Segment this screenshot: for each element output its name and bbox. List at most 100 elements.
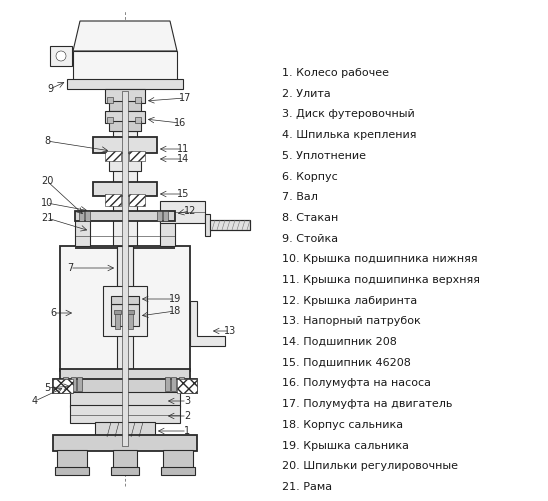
Text: 18. Корпус сальника: 18. Корпус сальника <box>282 420 403 430</box>
Text: 8: 8 <box>44 136 50 146</box>
Text: 1: 1 <box>184 426 190 436</box>
Text: 9: 9 <box>47 84 53 94</box>
Bar <box>53 379 197 393</box>
Bar <box>75 248 175 301</box>
Text: 3: 3 <box>184 396 190 406</box>
Bar <box>163 450 193 469</box>
Text: 6. Корпус: 6. Корпус <box>282 171 338 181</box>
Bar <box>93 182 157 196</box>
Text: 5. Уплотнение: 5. Уплотнение <box>282 151 366 161</box>
Bar <box>129 151 145 161</box>
Bar <box>111 467 139 475</box>
Bar <box>210 220 250 230</box>
Text: 16: 16 <box>174 118 186 128</box>
Text: 20. Шпильки регулировочные: 20. Шпильки регулировочные <box>282 461 458 471</box>
Text: 13. Напорный патрубок: 13. Напорный патрубок <box>282 317 421 326</box>
Bar <box>70 405 180 423</box>
Bar <box>53 379 73 393</box>
Polygon shape <box>190 301 225 346</box>
Bar <box>70 392 180 407</box>
Text: 4. Шпилька крепления: 4. Шпилька крепления <box>282 130 416 140</box>
Text: 7. Вал: 7. Вал <box>282 192 318 202</box>
Text: 8. Стакан: 8. Стакан <box>282 213 338 223</box>
Text: 9. Стойка: 9. Стойка <box>282 233 338 243</box>
Text: 13: 13 <box>224 326 236 336</box>
Bar <box>105 151 121 161</box>
Text: 19: 19 <box>169 294 181 304</box>
Bar <box>57 450 87 469</box>
Bar <box>109 121 141 131</box>
Bar <box>113 131 137 301</box>
Text: 2: 2 <box>184 411 190 421</box>
Bar <box>79 211 84 221</box>
Text: 12. Крышка лабиринта: 12. Крышка лабиринта <box>282 296 417 306</box>
Text: 17. Полумуфта на двигатель: 17. Полумуфта на двигатель <box>282 399 453 409</box>
Text: 16. Полумуфта на насоса: 16. Полумуфта на насоса <box>282 378 431 388</box>
Bar <box>114 310 121 314</box>
Bar <box>161 467 195 475</box>
Bar <box>128 313 133 329</box>
Bar <box>53 435 197 451</box>
Text: 14. Подшипник 208: 14. Подшипник 208 <box>282 337 397 347</box>
Bar <box>122 91 128 446</box>
Bar <box>67 79 183 89</box>
Bar <box>93 137 157 153</box>
Text: 10. Крышка подшипника нижняя: 10. Крышка подшипника нижняя <box>282 255 478 265</box>
Text: 14: 14 <box>177 154 189 164</box>
Bar <box>109 149 141 171</box>
Circle shape <box>56 51 66 61</box>
Bar <box>113 450 137 469</box>
Bar <box>117 246 133 371</box>
Bar <box>105 111 145 123</box>
Text: 21: 21 <box>41 213 53 223</box>
Text: 12: 12 <box>184 206 196 216</box>
Bar <box>171 377 176 391</box>
Bar <box>179 377 184 391</box>
Text: 5: 5 <box>44 383 50 393</box>
Bar <box>95 422 155 437</box>
Text: 21. Рама: 21. Рама <box>282 482 332 492</box>
Bar <box>71 377 76 391</box>
Text: 3. Диск футеровочный: 3. Диск футеровочный <box>282 109 415 119</box>
Bar <box>55 467 89 475</box>
Bar <box>75 220 90 246</box>
Polygon shape <box>73 21 177 51</box>
Bar <box>165 377 170 391</box>
Bar <box>105 89 145 103</box>
Bar <box>157 211 162 221</box>
Bar <box>77 377 82 391</box>
Text: 15: 15 <box>177 189 189 199</box>
Text: 7: 7 <box>67 263 73 273</box>
Bar <box>60 369 190 381</box>
Text: 10: 10 <box>41 198 53 208</box>
Text: 1. Колесо рабочее: 1. Колесо рабочее <box>282 68 389 78</box>
Bar <box>111 296 139 304</box>
Bar <box>107 97 113 103</box>
Bar <box>105 194 121 206</box>
Bar <box>135 97 141 103</box>
Bar <box>129 194 145 206</box>
Text: 6: 6 <box>50 308 56 318</box>
Bar <box>109 101 141 111</box>
Bar <box>205 214 210 236</box>
Text: 17: 17 <box>179 93 191 103</box>
Text: 11. Крышка подшипинка верхняя: 11. Крышка подшипинка верхняя <box>282 275 480 285</box>
Bar <box>163 211 168 221</box>
Bar <box>107 117 113 123</box>
Bar <box>85 211 90 221</box>
Bar <box>177 379 197 393</box>
Text: 20: 20 <box>41 176 53 186</box>
Bar <box>63 377 68 391</box>
Bar <box>135 117 141 123</box>
Text: 15. Подшипник 46208: 15. Подшипник 46208 <box>282 358 411 368</box>
Bar <box>60 246 190 371</box>
Bar <box>50 46 72 66</box>
Bar <box>160 220 175 246</box>
Text: 2. Улита: 2. Улита <box>282 89 331 99</box>
Bar <box>117 248 133 301</box>
Bar <box>127 310 134 314</box>
Text: 19. Крышка сальника: 19. Крышка сальника <box>282 440 409 450</box>
Bar <box>160 201 205 223</box>
Bar <box>103 286 147 336</box>
Bar <box>73 51 177 81</box>
